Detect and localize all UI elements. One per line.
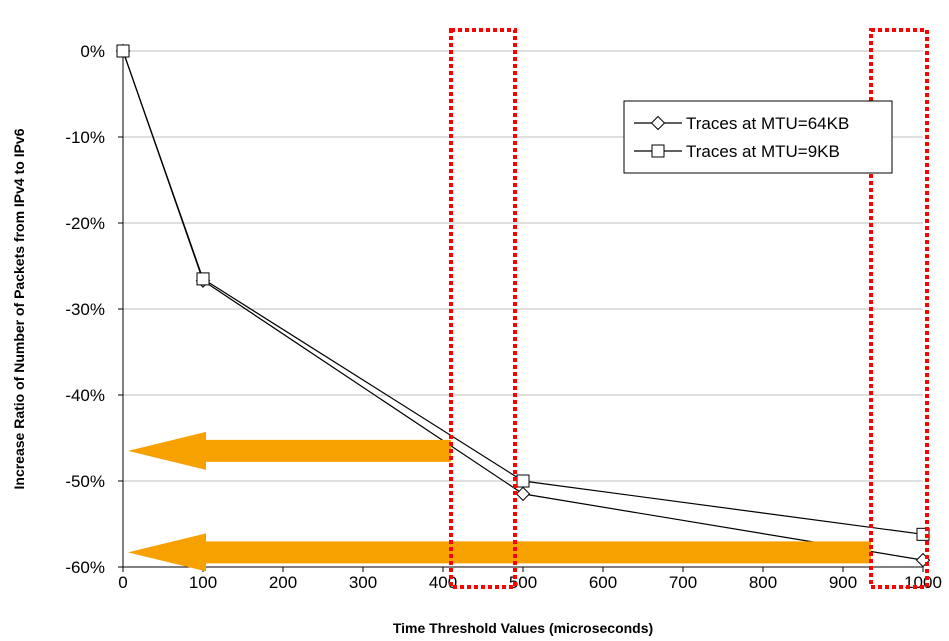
x-tick-label: 900 — [829, 573, 857, 592]
orange-arrow — [128, 431, 451, 470]
y-tick-label: 0% — [80, 42, 105, 61]
x-tick-label: 300 — [349, 573, 377, 592]
legend-diamond-marker — [650, 115, 666, 131]
x-axis-title: Time Threshold Values (microseconds) — [393, 620, 653, 636]
square-marker — [196, 272, 210, 286]
x-tick-label: 800 — [749, 573, 777, 592]
x-tick-label: 1000 — [904, 573, 942, 592]
diamond-marker — [515, 486, 531, 502]
arrows — [128, 431, 871, 572]
x-tick-label: 100 — [189, 573, 217, 592]
highlight-box — [869, 28, 929, 589]
series-markers — [115, 43, 931, 568]
square-marker — [516, 474, 530, 488]
highlight-boxes — [449, 28, 929, 589]
y-axis-title: Increase Ratio of Number of Packets from… — [11, 128, 27, 489]
square-marker — [116, 44, 130, 58]
legend-square-marker — [651, 144, 665, 158]
tick-labels: 0%-10%-20%-30%-40%-50%-60%0 100 200 300 400 5… — [65, 42, 942, 592]
axes — [118, 50, 924, 572]
orange-arrow — [128, 533, 871, 572]
legend-label: Traces at MTU=9KB — [686, 142, 840, 161]
y-tick-label: -30% — [65, 300, 105, 319]
series-lines — [122, 50, 924, 561]
y-tick-label: -50% — [65, 472, 105, 491]
x-tick-label: 700 — [669, 573, 697, 592]
y-tick-label: -40% — [65, 386, 105, 405]
x-tick-label: 200 — [269, 573, 297, 592]
y-tick-label: -60% — [65, 558, 105, 577]
series-line-9kb — [122, 50, 924, 535]
legend-box — [623, 100, 893, 174]
y-tick-label: -20% — [65, 214, 105, 233]
legend: Traces at MTU=64KB Traces at MTU=9KB — [623, 100, 893, 174]
x-tick-label: 600 — [589, 573, 617, 592]
highlight-box — [449, 28, 517, 589]
x-tick-label: 0 — [118, 573, 127, 592]
y-tick-label: -10% — [65, 128, 105, 147]
legend-label: Traces at MTU=64KB — [686, 114, 849, 133]
